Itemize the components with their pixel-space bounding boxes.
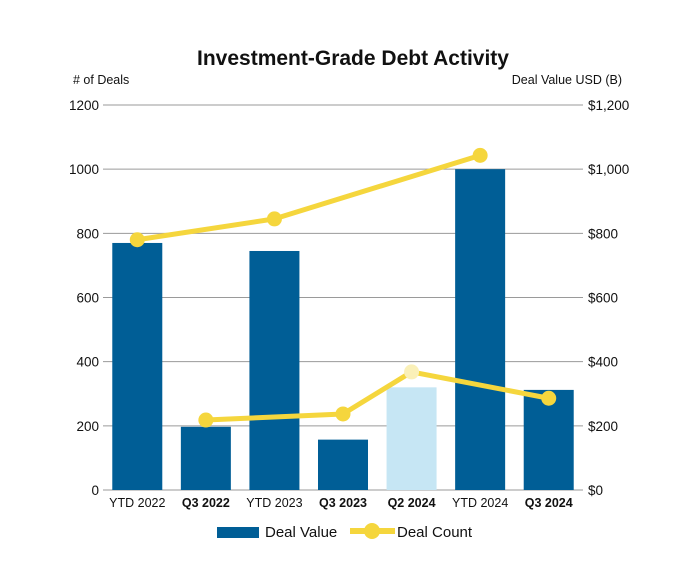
right-tick-label: $200 [588, 419, 618, 434]
right-tick-label: $600 [588, 291, 618, 306]
right-tick-label: $400 [588, 355, 618, 370]
category-label: Q3 2022 [182, 496, 230, 510]
legend-swatch-deal-count-marker [364, 523, 380, 539]
left-tick-label: 1200 [69, 98, 99, 113]
marker-deal-count [266, 211, 282, 227]
legend-label-deal-value: Deal Value [265, 524, 337, 541]
marker-deal-count [472, 147, 488, 163]
left-tick-label: 400 [76, 355, 99, 370]
bar-deal-value [180, 426, 231, 490]
bar-deal-value [386, 387, 437, 490]
line-deal-count [203, 369, 552, 423]
category-labels: YTD 2022 Q3 2022 YTD 2023 Q3 2023 Q2 2024 YTD… [109, 496, 573, 510]
marker-deal-count [404, 364, 420, 380]
category-label: Q2 2024 [388, 496, 436, 510]
marker-deal-count [198, 412, 214, 428]
right-tick-label: $1,200 [588, 98, 629, 113]
left-tick-label: 1000 [69, 162, 99, 177]
legend-label-deal-count: Deal Count [397, 524, 473, 541]
legend-swatch-deal-value [217, 527, 259, 538]
marker-deal-count [335, 406, 351, 422]
marker-deal-count [129, 232, 145, 248]
deal-value-bars [112, 169, 574, 490]
marker-deal-count [541, 390, 557, 406]
legend: Deal Value Deal Count [217, 523, 473, 541]
left-axis-title: # of Deals [73, 73, 129, 87]
right-axis-title: Deal Value USD (B) [512, 73, 622, 87]
category-label: YTD 2023 [246, 496, 302, 510]
bar-deal-value [523, 389, 574, 490]
line-deal-count [134, 152, 483, 243]
gridlines [103, 104, 583, 491]
category-label: Q3 2024 [525, 496, 573, 510]
right-axis-ticks: $0 $200 $400 $600 $800 $1,000 $1,200 [588, 98, 629, 498]
left-tick-label: 0 [91, 483, 99, 498]
chart-title: Investment-Grade Debt Activity [197, 47, 509, 70]
right-tick-label: $1,000 [588, 162, 629, 177]
category-label: YTD 2022 [109, 496, 165, 510]
category-label: YTD 2024 [452, 496, 508, 510]
right-tick-label: $0 [588, 483, 603, 498]
category-label: Q3 2023 [319, 496, 367, 510]
left-tick-label: 200 [76, 419, 99, 434]
right-tick-label: $800 [588, 226, 618, 241]
bar-deal-value [249, 250, 300, 490]
left-axis-ticks: 0 200 400 600 800 1000 1200 [69, 98, 99, 498]
bar-deal-value [455, 169, 506, 490]
bar-deal-value [318, 439, 368, 490]
left-tick-label: 800 [76, 226, 99, 241]
deal-count-markers [129, 147, 557, 428]
left-tick-label: 600 [76, 291, 99, 306]
bar-deal-value [112, 242, 163, 490]
